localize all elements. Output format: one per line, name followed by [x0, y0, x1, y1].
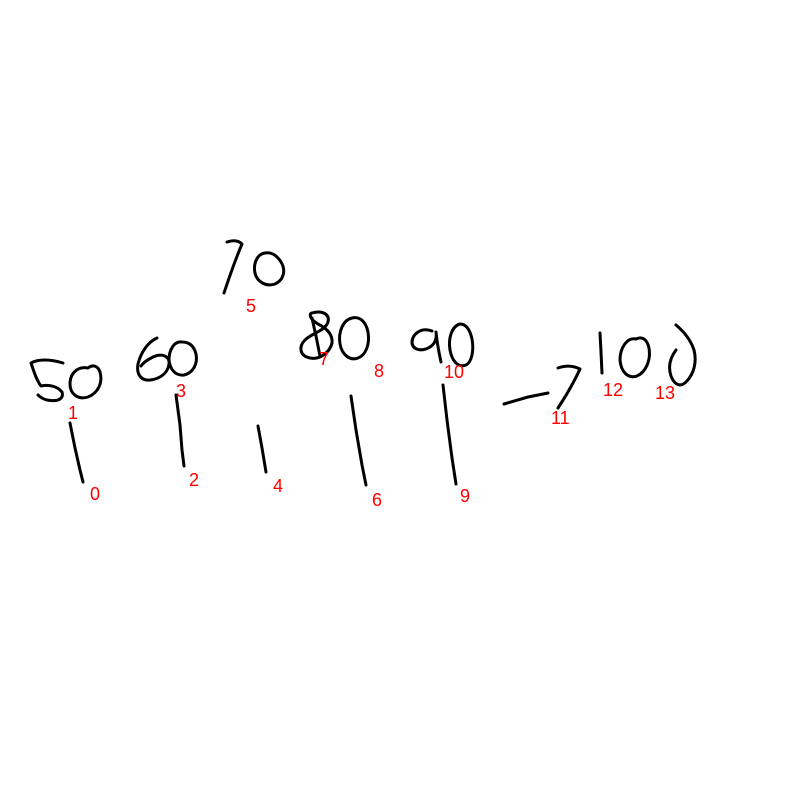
- stroke-label-13: 13: [655, 383, 676, 403]
- stroke-9: [441, 383, 458, 486]
- stroke-11b: [556, 364, 582, 410]
- stroke-label-12: 12: [603, 380, 624, 400]
- stroke-label-2: 2: [189, 470, 200, 490]
- stroke-7b: [310, 316, 322, 358]
- stroke-label-5: 5: [246, 296, 257, 316]
- stroke-7: [299, 310, 334, 360]
- stroke-label-0: 0: [90, 484, 101, 504]
- stroke-label-8: 8: [374, 361, 385, 381]
- stroke-6: [349, 394, 368, 487]
- stroke-10b: [448, 322, 475, 368]
- stroke-0: [68, 421, 85, 484]
- stroke-5b: [253, 251, 286, 287]
- stroke-label-7: 7: [319, 349, 330, 369]
- stroke-2: [174, 393, 186, 468]
- stroke-label-3: 3: [176, 381, 187, 401]
- stroke-label-11: 11: [551, 408, 570, 428]
- stroke-8: [338, 316, 370, 361]
- stroke-label-4: 4: [273, 476, 284, 496]
- stroke-13b: [668, 323, 697, 387]
- stroke-label-10: 10: [444, 362, 465, 382]
- stroke-5: [222, 239, 244, 295]
- stroke-label-9: 9: [460, 486, 471, 506]
- stroke-3b: [167, 340, 198, 377]
- stroke-label-1: 1: [68, 403, 79, 423]
- stroke-1b: [68, 364, 103, 400]
- stroke-13: [618, 336, 651, 379]
- stroke-4: [256, 424, 268, 474]
- stroke-label-6: 6: [372, 490, 383, 510]
- stroke-11: [502, 391, 550, 406]
- stroke-3: [136, 336, 171, 382]
- stroke-12: [598, 331, 604, 375]
- stroke-10: [410, 328, 443, 364]
- stroke-1: [29, 358, 65, 403]
